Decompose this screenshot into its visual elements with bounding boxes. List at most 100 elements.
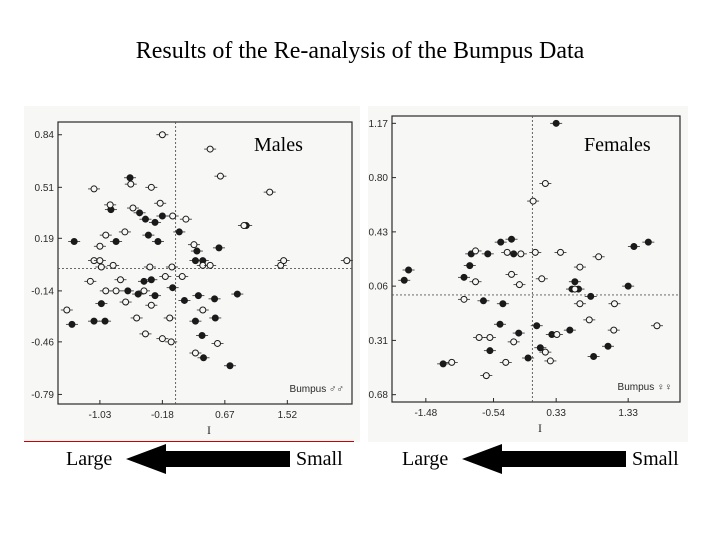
small-label-right: Small: [632, 448, 679, 470]
males-open-point: [158, 335, 166, 343]
females-panel-title: Females: [584, 134, 651, 156]
females-open-point: [460, 295, 468, 303]
males-panel-title: Males: [254, 134, 303, 156]
females-filled-point: [533, 322, 541, 330]
females-filled-point: [508, 235, 516, 243]
males-x-tick-label: 0.67: [215, 410, 235, 421]
males-filled-point: [194, 292, 202, 300]
males-open-point: [213, 339, 221, 347]
females-open-point: [448, 358, 456, 366]
females-open-point: [531, 248, 539, 256]
females-filled-point: [552, 119, 560, 127]
males-open-point: [182, 215, 190, 223]
males-open-point: [343, 257, 351, 265]
females-filled-point: [439, 360, 447, 368]
males-open-point: [109, 261, 117, 269]
males-filled-point: [175, 228, 183, 236]
males-open-point: [63, 306, 71, 314]
females-open-point: [515, 281, 523, 289]
males-filled-point: [211, 314, 219, 322]
males-open-point: [112, 287, 120, 295]
males-open-point: [168, 263, 176, 271]
males-open-point: [199, 306, 207, 314]
males-open-point: [97, 263, 105, 271]
males-open-point: [266, 188, 274, 196]
males-filled-point: [191, 317, 199, 325]
females-filled-point: [590, 353, 598, 361]
females-x-tick-label: -1.48: [414, 408, 437, 419]
females-inset-label: Bumpus ♀♀: [618, 382, 672, 393]
females-open-point: [529, 197, 537, 205]
females-filled-point: [400, 276, 408, 284]
females-open-point: [585, 316, 593, 324]
males-filled-point: [198, 331, 206, 339]
males-filled-point: [215, 244, 223, 252]
females-filled-point: [524, 354, 532, 362]
males-open-point: [133, 314, 141, 322]
males-filled-point: [169, 284, 177, 292]
slide-title: Results of the Re-analysis of the Bumpus…: [135, 38, 585, 64]
males-open-point: [178, 273, 186, 281]
males-y-tick-label: -0.14: [31, 286, 54, 297]
males-plot-svg: 0.84 0.51 0.19 -0.14 -0.46 -0.79 -1.03 -0.18 0.6…: [31, 121, 353, 437]
males-open-point: [216, 172, 224, 180]
males-y-tick-label: 0.84: [35, 130, 55, 141]
females-filled-point: [571, 278, 579, 286]
females-x-tick-label: -0.54: [482, 408, 505, 419]
males-filled-point: [200, 354, 208, 362]
divider-line: [24, 441, 354, 442]
large-label-right: Large: [402, 448, 449, 470]
females-open-point: [486, 333, 494, 341]
females-filled-point: [515, 329, 523, 337]
females-open-point: [576, 300, 584, 308]
females-filled-point: [486, 347, 494, 355]
males-plot-frame: [57, 121, 353, 405]
males-filled-point: [191, 257, 199, 265]
males-filled-point: [147, 276, 155, 284]
males-y-tick-label: 0.19: [35, 234, 55, 245]
males-open-point: [146, 263, 154, 271]
females-open-point: [546, 357, 554, 365]
males-open-point: [166, 314, 174, 322]
males-open-point: [96, 257, 104, 265]
males-filled-point: [151, 218, 159, 226]
males-open-point: [96, 242, 104, 250]
females-filled-point: [536, 344, 544, 352]
females-open-point: [610, 300, 618, 308]
females-open-point: [571, 285, 579, 293]
males-open-point: [102, 231, 110, 239]
males-x-tick-label: -1.03: [88, 410, 111, 421]
males-filled-point: [154, 237, 162, 245]
males-filled-point: [134, 290, 142, 298]
males-open-point: [158, 131, 166, 139]
females-open-point: [541, 348, 549, 356]
females-open-point: [475, 333, 483, 341]
large-label-left: Large: [66, 448, 113, 470]
males-open-point: [116, 276, 124, 284]
females-filled-point: [479, 297, 487, 305]
females-open-point: [576, 263, 584, 271]
females-open-point: [517, 250, 525, 258]
females-filled-point: [460, 273, 468, 281]
females-plot-svg: 1.17 0.80 0.43 0.06 -0.31 -0.68 -1.48 -0.54 0.33…: [368, 115, 681, 435]
males-open-point: [147, 183, 155, 191]
males-y-tick-label: -0.46: [31, 337, 54, 348]
males-open-point: [167, 338, 175, 346]
females-x-tick-label: 0.33: [546, 408, 566, 419]
females-open-point: [508, 270, 516, 278]
males-x-tick-label: -0.18: [151, 410, 174, 421]
females-x-axis-label: I: [538, 421, 542, 435]
males-open-point: [191, 349, 199, 357]
males-inset-label: Bumpus ♂♂: [290, 384, 344, 395]
arrow-left-icon: [126, 444, 290, 474]
females-filled-point: [405, 266, 413, 274]
males-open-point: [129, 204, 137, 212]
males-open-point: [240, 222, 248, 230]
females-filled-point: [630, 243, 638, 251]
small-label-left: Small: [296, 448, 343, 470]
males-x-tick-label: 1.52: [278, 410, 298, 421]
males-open-point: [147, 301, 155, 309]
males-open-point: [156, 199, 164, 207]
females-open-point: [510, 338, 518, 346]
males-filled-point: [144, 231, 152, 239]
